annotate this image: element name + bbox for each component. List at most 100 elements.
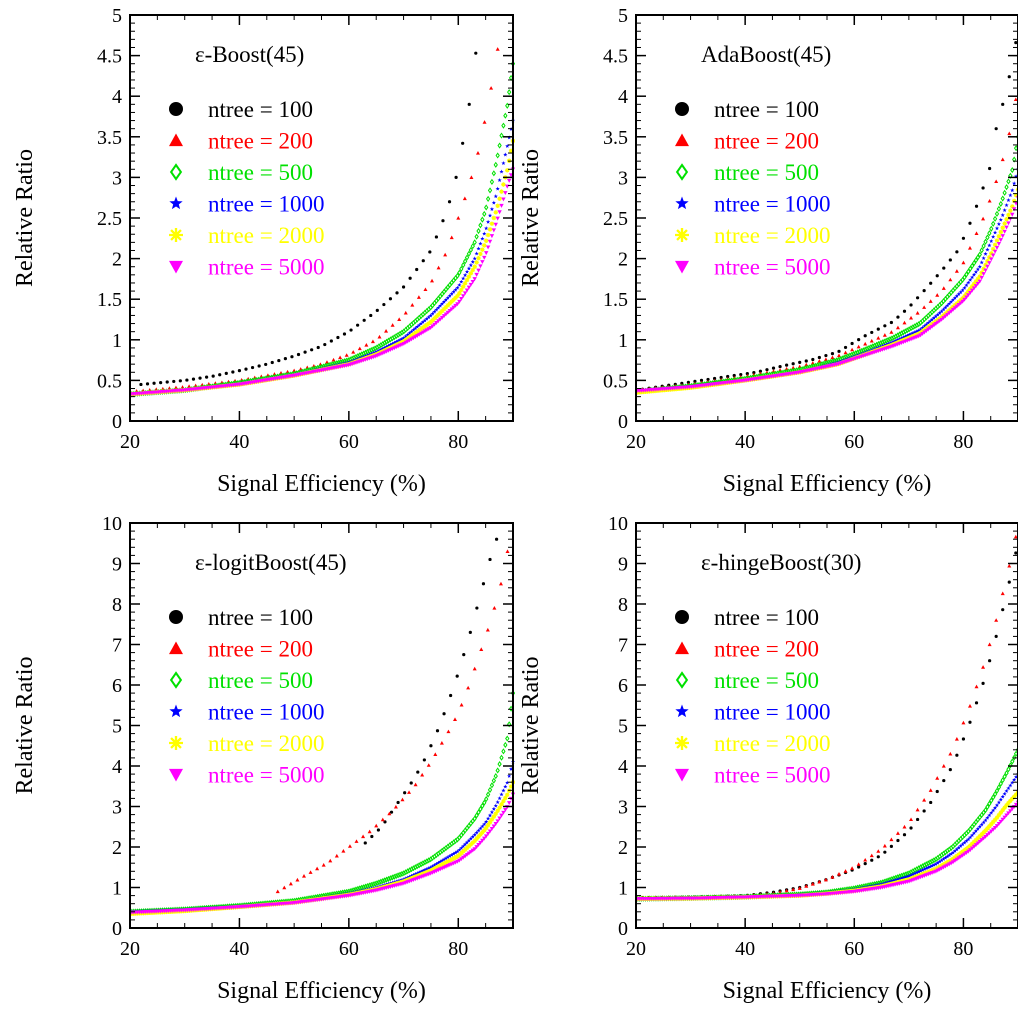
- data-point: [784, 366, 789, 371]
- data-point: [438, 863, 443, 868]
- data-point: [468, 630, 472, 634]
- data-point: [487, 187, 493, 194]
- data-point: [466, 843, 472, 849]
- y-tick-label: 4: [112, 86, 122, 108]
- data-point: [964, 283, 969, 288]
- data-point: [907, 332, 912, 337]
- data-point: [887, 340, 893, 345]
- data-point: [443, 252, 448, 257]
- legend-marker: [169, 671, 183, 689]
- data-point: [377, 334, 382, 339]
- data-point: [485, 627, 490, 632]
- data-point: [954, 293, 959, 298]
- data-point: [988, 166, 992, 171]
- data-point: [739, 372, 743, 377]
- data-point: [445, 310, 451, 315]
- data-point: [436, 312, 441, 317]
- y-tick-label: 0.5: [603, 370, 628, 392]
- data-point: [910, 330, 916, 335]
- data-point: [231, 370, 235, 374]
- chart-panel-2: 0 0.5 1 1.5 2 2.5 3 3.5 4 4.5 5 20 40 60 80 Signal Effi…: [518, 5, 1018, 497]
- data-point: [726, 374, 730, 379]
- data-point: [417, 870, 422, 875]
- data-point: [956, 303, 961, 307]
- data-point: [436, 305, 441, 310]
- y-tick-label: 2.5: [97, 208, 122, 230]
- data-point: [926, 324, 931, 330]
- legend-label: ntree = 2000: [714, 731, 830, 756]
- data-point: [257, 364, 261, 368]
- data-point: [922, 323, 927, 328]
- data-point: [1012, 181, 1017, 186]
- data-point: [409, 329, 414, 334]
- legend-marker: [675, 260, 689, 274]
- data-point: [462, 258, 468, 265]
- data-point: [455, 293, 460, 299]
- data-point: [389, 810, 394, 814]
- data-point: [1006, 766, 1011, 773]
- data-point: [915, 807, 920, 812]
- data-point: [901, 335, 906, 340]
- data-point: [474, 845, 479, 850]
- data-point: [893, 877, 898, 882]
- data-point: [443, 860, 449, 865]
- legend-label: ntree = 100: [714, 605, 819, 630]
- data-point: [943, 855, 948, 860]
- data-point: [487, 820, 493, 825]
- data-point: [191, 377, 196, 381]
- data-point: [395, 291, 399, 295]
- data-point: [1010, 204, 1015, 209]
- legend-label: ntree = 200: [208, 637, 313, 662]
- plot-frame: [129, 522, 514, 929]
- data-point: [952, 855, 958, 860]
- data-point: [478, 251, 483, 257]
- data-point: [428, 319, 433, 325]
- data-point: [487, 786, 493, 793]
- data-point: [907, 873, 912, 878]
- data-point: [878, 344, 883, 349]
- data-point: [480, 824, 485, 829]
- data-point: [961, 720, 966, 725]
- data-point: [469, 175, 474, 179]
- data-point: [981, 255, 986, 260]
- data-point: [426, 321, 431, 326]
- data-point: [441, 857, 447, 862]
- y-tick-label: 2: [618, 837, 628, 859]
- data-point: [924, 322, 929, 327]
- data-point: [470, 259, 475, 264]
- data-point: [331, 357, 336, 362]
- x-tick-label: 40: [735, 431, 755, 453]
- data-point: [897, 339, 902, 344]
- data-point: [418, 326, 424, 332]
- data-point: [1002, 773, 1007, 780]
- data-point: [323, 342, 327, 347]
- legend-marker: [675, 163, 689, 181]
- data-point: [895, 325, 900, 330]
- data-point: [966, 849, 971, 854]
- data-point: [495, 47, 500, 51]
- data-point: [987, 230, 992, 237]
- data-point: [341, 849, 346, 853]
- data-point: [505, 102, 510, 109]
- data-point: [296, 352, 301, 357]
- data-point: [1008, 208, 1013, 213]
- data-point: [987, 813, 992, 818]
- data-point: [428, 865, 433, 870]
- data-point: [961, 737, 966, 741]
- data-point: [975, 826, 980, 831]
- data-point: [491, 806, 496, 811]
- data-point: [974, 684, 979, 689]
- data-point: [472, 832, 477, 837]
- data-point: [991, 234, 996, 239]
- data-point: [407, 330, 412, 335]
- data-point: [461, 849, 466, 854]
- data-point: [987, 255, 992, 260]
- data-point: [955, 753, 959, 757]
- data-point: [909, 303, 913, 307]
- data-point: [301, 873, 306, 878]
- data-point: [466, 266, 472, 271]
- legend-label: ntree = 200: [208, 129, 313, 154]
- data-point: [432, 866, 437, 871]
- data-point: [992, 215, 998, 222]
